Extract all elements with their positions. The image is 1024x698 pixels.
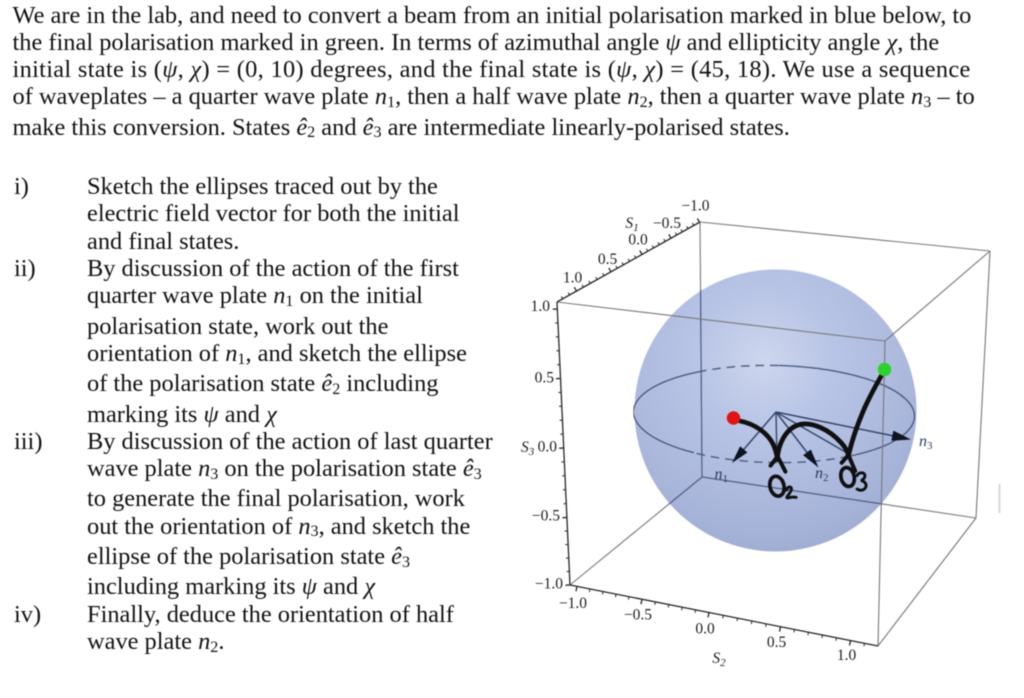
svg-text:0.0: 0.0 — [628, 232, 648, 249]
svg-text:n3: n3 — [919, 433, 933, 452]
svg-text:0.5: 0.5 — [767, 634, 787, 651]
svg-text:−1.0: −1.0 — [559, 595, 587, 612]
svg-text:−0.5: −0.5 — [624, 607, 652, 624]
svg-text:S1: S1 — [625, 215, 638, 234]
svg-text:−0.5: −0.5 — [532, 508, 560, 525]
svg-text:1.0: 1.0 — [837, 647, 857, 664]
svg-text:1.0: 1.0 — [531, 298, 551, 315]
svg-text:−0.5: −0.5 — [653, 215, 681, 232]
svg-text:0.0: 0.0 — [538, 439, 558, 456]
svg-text:−1.0: −1.0 — [681, 198, 709, 215]
svg-text:S2: S2 — [712, 650, 726, 669]
svg-text:1.0: 1.0 — [563, 270, 583, 287]
svg-text:0.0: 0.0 — [695, 621, 715, 638]
svg-text:0.5: 0.5 — [598, 251, 618, 268]
svg-text:0.5: 0.5 — [535, 370, 555, 387]
svg-text:−1.0: −1.0 — [535, 576, 563, 593]
svg-text:S3: S3 — [521, 439, 535, 458]
